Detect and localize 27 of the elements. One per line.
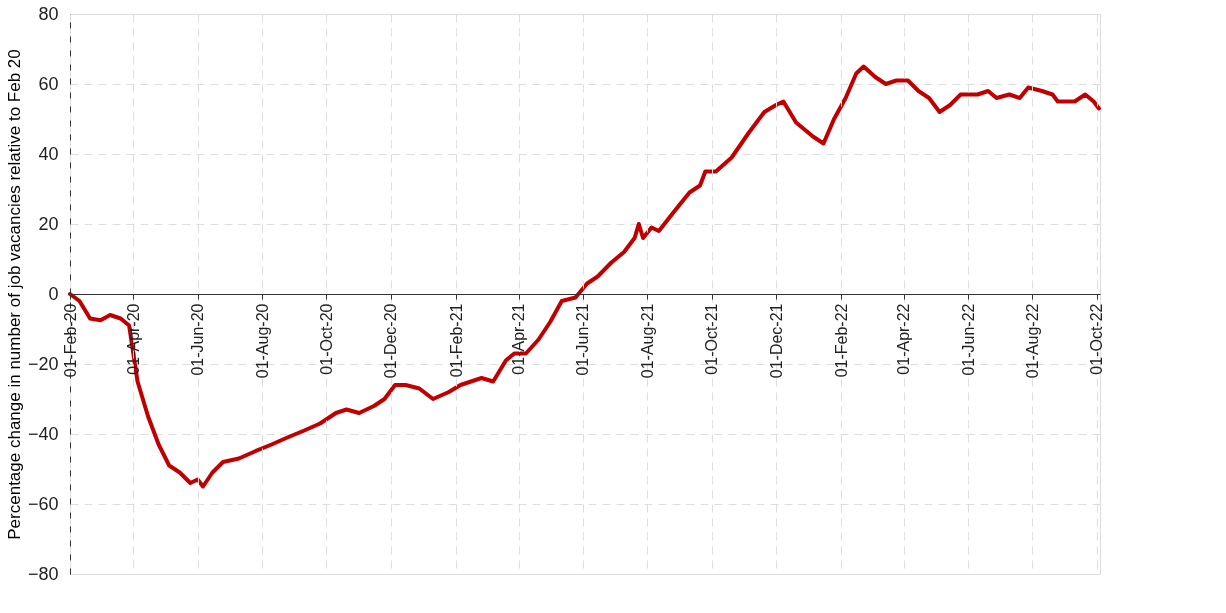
- y-tick-label: 0: [48, 283, 59, 304]
- y-tick-label: 60: [38, 73, 59, 94]
- x-tick-label: 01-Apr-20: [124, 303, 142, 375]
- x-tick-label: 01-Jun-21: [574, 303, 592, 376]
- x-tick-label: 01-Oct-22: [1088, 303, 1106, 375]
- y-tick-label: −20: [27, 353, 59, 374]
- y-tick-label: 40: [38, 143, 59, 164]
- x-tick-label: 01-Jun-20: [189, 303, 207, 376]
- x-tick-label: 01-Jun-22: [959, 303, 977, 376]
- x-tick-label: 01-Dec-20: [382, 303, 400, 379]
- x-tick-label: 01-Feb-22: [832, 303, 850, 378]
- x-tick-label: 01-Apr-21: [510, 303, 528, 375]
- y-tick-label: −80: [27, 563, 59, 584]
- x-tick-label: 01-Oct-21: [703, 303, 721, 375]
- x-tick-label: 01-Oct-20: [317, 303, 335, 375]
- x-tick-label: 01-Apr-22: [895, 303, 913, 375]
- x-tick-label: 01-Feb-20: [61, 303, 79, 378]
- x-tick-label: 01-Aug-22: [1023, 303, 1041, 379]
- y-tick-label: −40: [27, 423, 59, 444]
- x-tick-label: 01-Feb-21: [447, 303, 465, 378]
- y-axis-title: Percentage change in number of job vacancies relative to Feb 20: [4, 49, 24, 540]
- x-tick-label: 01-Aug-21: [638, 303, 656, 379]
- x-tick-label: 01-Dec-21: [767, 303, 785, 379]
- y-tick-label: 80: [38, 3, 59, 24]
- x-tick-label: 01-Aug-20: [253, 303, 271, 379]
- y-tick-label: −60: [27, 493, 59, 514]
- y-tick-label: 20: [38, 213, 59, 234]
